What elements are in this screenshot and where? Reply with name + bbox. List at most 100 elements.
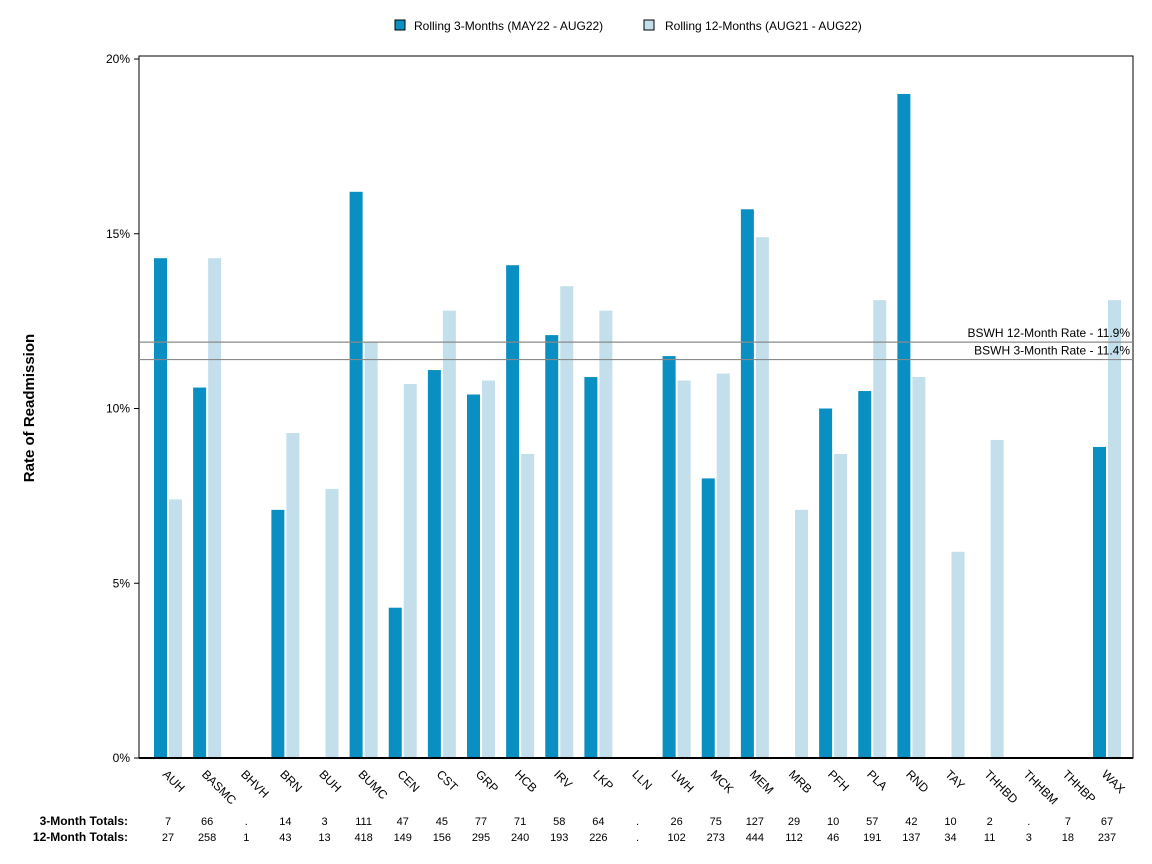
3-month-total-wax: 67 <box>1101 816 1113 828</box>
12-month-total-pfh: 46 <box>827 832 839 844</box>
bar-3-month-mem <box>740 209 754 758</box>
bar-12-month-cst <box>442 310 456 758</box>
bar-3-month-grp <box>467 394 480 758</box>
y-tick-label: 20% <box>106 52 130 66</box>
row-label-3-month-totals: 3-Month Totals: <box>40 814 128 828</box>
x-tick-label-wax: WAX <box>1099 767 1128 796</box>
3-month-total-lln: . <box>636 816 639 828</box>
3-month-total-pfh: 10 <box>827 816 839 828</box>
x-tick-label-cen: CEN <box>395 767 423 795</box>
12-month-total-grp: 295 <box>472 832 490 844</box>
3-month-total-grp: 77 <box>475 816 487 828</box>
bar-12-month-mem <box>755 237 769 758</box>
y-axis: 0% 5% 10% 15% 20% <box>106 52 139 765</box>
bar-3-month-pla <box>858 391 872 758</box>
x-tick-label-pfh: PFH <box>825 767 852 794</box>
bar-3-month-hcb <box>506 265 520 758</box>
bar-12-month-thhbd <box>990 439 1004 758</box>
12-month-total-wax: 237 <box>1098 832 1116 844</box>
bar-12-month-basmc <box>208 258 222 758</box>
3-month-total-brn: 14 <box>279 816 291 828</box>
bar-3-month-mck <box>701 478 715 758</box>
bar-3-month-cen <box>388 607 402 758</box>
x-tick-label-thhbp: THHBP <box>1060 767 1099 806</box>
3-month-total-hcb: 71 <box>514 816 526 828</box>
x-tick-label-mem: MEM <box>747 767 777 797</box>
legend-label-12-month: Rolling 12-Months (AUG21 - AUG22) <box>665 19 862 33</box>
12-month-total-lkp: 226 <box>589 832 607 844</box>
x-tick-label-bhvh: BHVH <box>238 767 271 800</box>
reference-lines-group: BSWH 12-Month Rate - 11.9% BSWH 3-Month R… <box>139 326 1133 361</box>
12-month-total-pla: 191 <box>863 832 881 844</box>
3-month-total-cen: 47 <box>397 816 409 828</box>
12-month-total-bhvh: 1 <box>243 832 249 844</box>
x-tick-label-mck: MCK <box>708 767 737 796</box>
x-tick-label-buh: BUH <box>316 767 344 795</box>
legend-swatch-12-month <box>643 19 655 31</box>
x-tick-label-thhbd: THHBD <box>982 767 1021 806</box>
x-tick-label-grp: GRP <box>473 767 501 795</box>
bar-3-month-irv <box>545 335 559 758</box>
12-month-total-cen: 149 <box>394 832 412 844</box>
3-month-total-thhbd: 2 <box>987 816 993 828</box>
3-month-total-mrb: 29 <box>788 816 800 828</box>
12-month-total-mrb: 112 <box>785 832 803 844</box>
x-tick-label-bumc: BUMC <box>356 767 391 802</box>
3-month-total-auh: 7 <box>165 816 171 828</box>
bar-12-month-irv <box>560 286 574 758</box>
reference-label-12-month: BSWH 12-Month Rate - 11.9% <box>967 326 1130 340</box>
x-axis-category-labels: AUH BASMC BHVH BRN BUH BUMC CEN CST GRP HCB IRV LKP… <box>160 767 1128 807</box>
bar-12-month-tay <box>951 551 965 758</box>
x-tick-label-basmc: BASMC <box>199 767 239 807</box>
bar-12-month-brn <box>286 432 300 758</box>
bar-3-month-bumc <box>349 191 363 758</box>
x-tick-label-lln: LLN <box>629 767 654 792</box>
12-month-total-thhbp: 18 <box>1062 832 1074 844</box>
bar-12-month-mck <box>716 373 730 758</box>
y-axis-title: Rate of Readmission <box>21 334 38 482</box>
bar-12-month-auh <box>169 499 182 758</box>
x-tick-label-cst: CST <box>434 767 461 794</box>
bar-12-month-pfh <box>834 453 848 758</box>
12-month-total-irv: 193 <box>550 832 568 844</box>
3-month-total-cst: 45 <box>436 816 448 828</box>
3-month-total-buh: 3 <box>321 816 327 828</box>
bar-3-month-pfh <box>819 408 833 758</box>
12-month-total-lln: . <box>636 832 639 844</box>
bar-12-month-grp <box>482 380 495 758</box>
12-month-total-buh: 13 <box>318 832 330 844</box>
12-month-total-tay: 34 <box>944 832 956 844</box>
totals-table: 3-Month Totals: 12-Month Totals: 7276625… <box>33 814 1116 844</box>
3-month-total-thhbm: . <box>1027 816 1030 828</box>
bar-3-month-rnd <box>897 93 911 758</box>
x-tick-label-hcb: HCB <box>512 767 540 795</box>
3-month-total-pla: 57 <box>866 816 878 828</box>
bar-12-month-lkp <box>599 310 613 758</box>
y-tick-label: 0% <box>113 751 131 765</box>
bar-12-month-rnd <box>912 377 926 758</box>
12-month-total-thhbm: 3 <box>1026 832 1032 844</box>
bar-3-month-auh <box>154 258 167 758</box>
12-month-total-lwh: 102 <box>667 832 685 844</box>
bar-12-month-lwh <box>677 380 691 758</box>
3-month-total-rnd: 42 <box>905 816 917 828</box>
3-month-total-bumc: 111 <box>355 816 372 828</box>
bar-3-month-brn <box>271 509 285 758</box>
legend-swatch-3-month <box>394 19 406 31</box>
3-month-total-lwh: 26 <box>671 816 683 828</box>
12-month-total-mck: 273 <box>707 832 725 844</box>
y-tick-label: 5% <box>113 576 131 590</box>
12-month-total-mem: 444 <box>746 832 764 844</box>
bar-12-month-wax <box>1108 300 1121 758</box>
3-month-total-lkp: 64 <box>592 816 604 828</box>
x-tick-label-rnd: RND <box>903 767 932 796</box>
3-month-total-mem: 127 <box>746 816 764 828</box>
12-month-total-basmc: 258 <box>198 832 216 844</box>
12-month-total-auh: 27 <box>162 832 174 844</box>
bar-12-month-buh <box>325 488 339 758</box>
y-tick-label: 15% <box>106 227 130 241</box>
x-tick-label-thhbm: THHBM <box>1021 767 1061 807</box>
bar-12-month-bumc <box>364 342 378 758</box>
legend-label-3-month: Rolling 3-Months (MAY22 - AUG22) <box>414 19 603 33</box>
